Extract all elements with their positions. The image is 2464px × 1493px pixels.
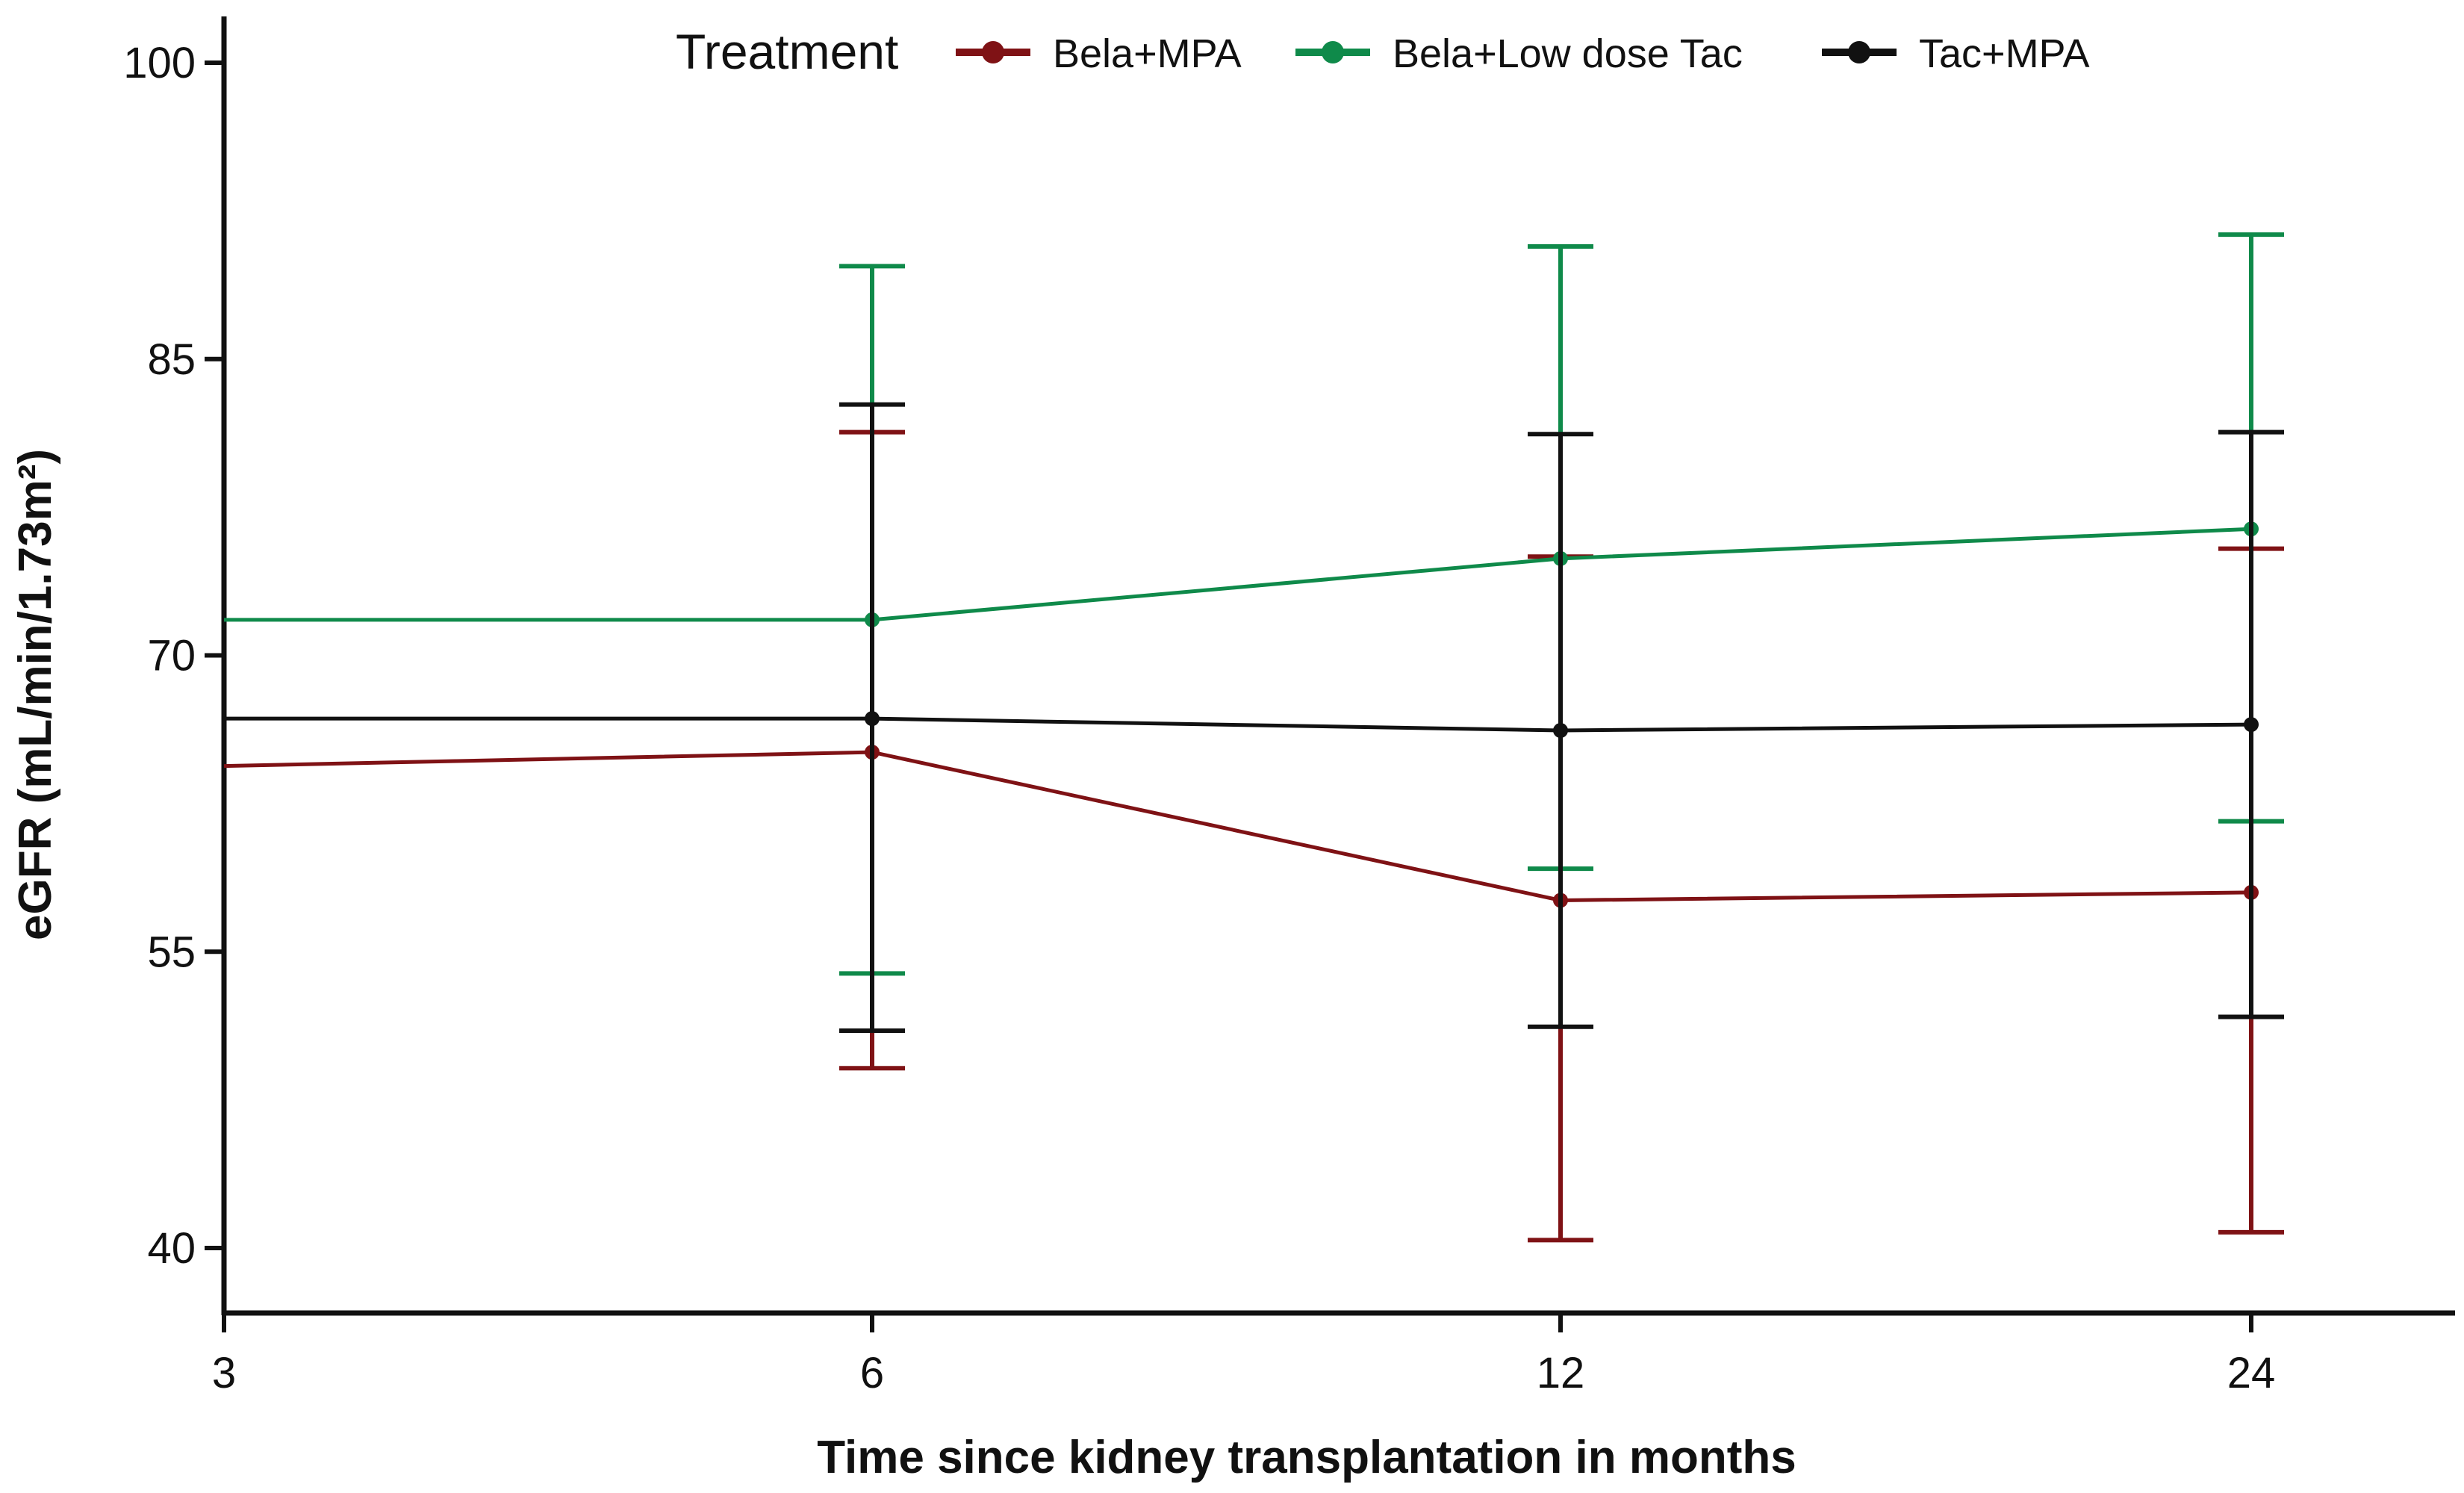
series-bela-mpa — [223, 429, 2284, 1243]
data-point — [1553, 723, 1568, 739]
y-axis-title: eGFR (mL/min/1.73m²) — [10, 449, 61, 940]
legend-label: Bela+MPA — [1053, 31, 1242, 76]
y-tick-label: 85 — [147, 335, 196, 384]
legend-item: Tac+MPA — [1822, 31, 2090, 76]
y-tick-label: 55 — [147, 928, 196, 976]
y-tick-label: 100 — [123, 39, 196, 87]
x-tick-label: 12 — [1537, 1349, 1585, 1397]
x-tick-label: 24 — [2227, 1349, 2276, 1397]
legend-item: Bela+MPA — [956, 31, 1242, 76]
x-tick-label: 3 — [212, 1349, 236, 1397]
series-line — [224, 527, 2252, 622]
legend-title: Treatment — [676, 24, 898, 79]
legend-item: Bela+Low dose Tac — [1295, 31, 1743, 76]
x-axis-title: Time since kidney transplantation in mon… — [817, 1432, 1796, 1483]
data-point — [2244, 717, 2259, 733]
legend-swatch-marker — [982, 41, 1004, 63]
legend-label: Bela+Low dose Tac — [1393, 31, 1743, 76]
data-point — [865, 711, 880, 727]
series-line — [224, 716, 2252, 733]
series-bela-low-dose-tac — [224, 232, 2284, 976]
series-layer — [223, 232, 2284, 1243]
series-line — [223, 750, 2252, 902]
legend-swatch-marker — [1848, 41, 1870, 63]
legend-swatch-marker — [1322, 41, 1344, 63]
y-tick-label: 70 — [147, 632, 196, 680]
axes: 40 55 70 85 100 3 6 12 24 — [123, 16, 2455, 1397]
y-tick-label: 40 — [147, 1224, 196, 1273]
legend-label: Tac+MPA — [1919, 31, 2090, 76]
legend: Treatment Bela+MPA Bela+Low dose Tac Tac+M… — [676, 24, 2090, 79]
x-tick-label: 6 — [860, 1349, 884, 1397]
series-tac-mpa — [224, 402, 2284, 1034]
